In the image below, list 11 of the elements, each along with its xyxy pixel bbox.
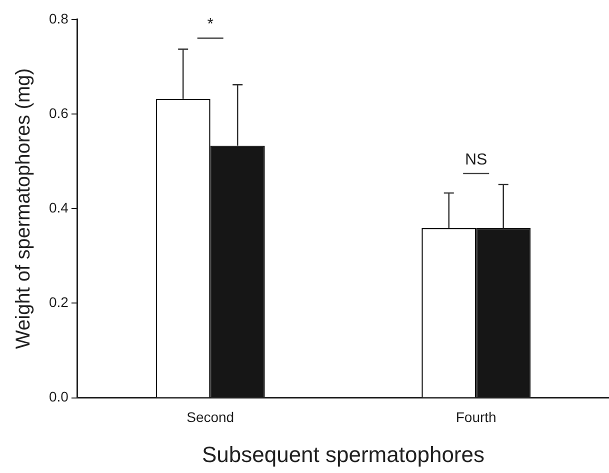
annotation: NS <box>465 151 488 168</box>
y-tick-label: 0.2 <box>48 294 69 310</box>
y-tick-label: 0.4 <box>48 199 69 216</box>
x-tick-label: Fourth <box>456 409 496 426</box>
y-tick-label: 0.8 <box>48 10 69 26</box>
x-axis-title: Subsequent spermatophores <box>202 442 484 467</box>
annotation: * <box>207 16 214 34</box>
y-axis-title: Weight of spermatophores (mg) <box>12 68 35 350</box>
x-tick-label: Second <box>186 409 234 426</box>
y-tick-label: 0.6 <box>48 104 69 121</box>
y-tick-label: 0.0 <box>48 388 69 405</box>
